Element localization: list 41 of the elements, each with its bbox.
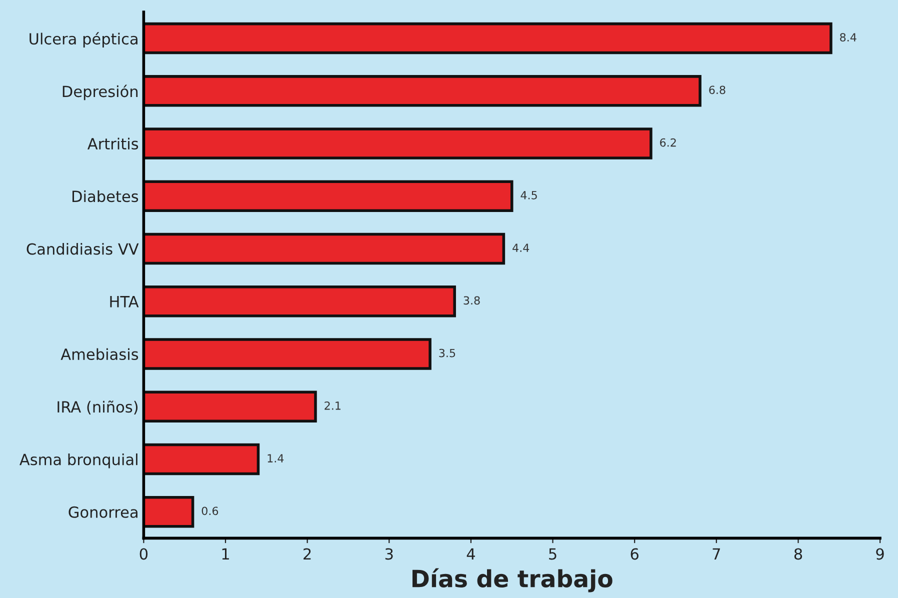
x-tick-label: 4 <box>466 548 475 560</box>
data-label: 2.1 <box>324 401 340 410</box>
y-tick-label: Depresión <box>62 84 138 100</box>
y-tick-label: Ulcera péptica <box>30 32 138 48</box>
x-tick-label: 9 <box>876 548 884 560</box>
y-tick-label: Gonorrea <box>68 506 138 518</box>
data-label: 0.6 <box>202 506 218 516</box>
y-tick-label: HTA <box>110 296 139 308</box>
data-label: 6.2 <box>660 138 676 147</box>
x-axis-title: Días de trabajo <box>412 568 612 592</box>
data-label: 8.4 <box>840 33 856 42</box>
x-tick-label: 0 <box>140 548 148 560</box>
data-label: 3.8 <box>464 296 480 305</box>
data-label: 6.8 <box>709 86 726 94</box>
y-tick-label: Diabetes <box>72 190 138 202</box>
data-label: 4.4 <box>512 244 530 252</box>
x-tick-label: 3 <box>385 548 393 560</box>
bar <box>144 232 506 265</box>
bar <box>144 443 260 476</box>
y-tick-label: Artritis <box>88 138 138 150</box>
x-tick-label: 6 <box>630 548 638 560</box>
x-tick-label: 8 <box>794 548 802 560</box>
x-tick-label: 5 <box>549 548 556 560</box>
bar <box>144 390 317 422</box>
data-label: 1.4 <box>268 454 284 462</box>
bar <box>144 286 456 318</box>
bar <box>144 128 652 160</box>
y-tick-label: Amebiasis <box>60 348 138 360</box>
x-tick-label: 7 <box>712 548 720 560</box>
y-tick-label: IRA (niños) <box>58 400 138 414</box>
bar <box>144 496 194 528</box>
data-label: 3.5 <box>439 348 456 358</box>
x-tick-label: 2 <box>304 548 311 560</box>
bar <box>144 180 514 212</box>
data-label: 4.5 <box>520 191 537 200</box>
bar <box>144 22 832 54</box>
bar <box>144 75 702 107</box>
y-tick-label: Asma bronquial <box>20 453 138 468</box>
x-tick-label: 1 <box>222 548 229 560</box>
bar <box>144 338 432 370</box>
y-tick-label: Candidiasis VV <box>26 242 139 255</box>
